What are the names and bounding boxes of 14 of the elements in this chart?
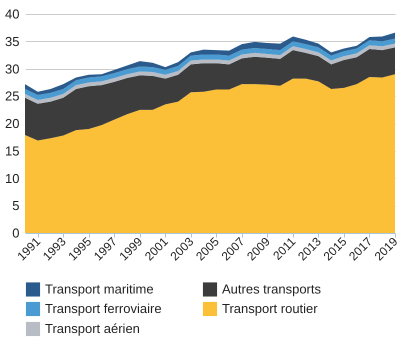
y-tick-label: 40 [5, 6, 20, 22]
legend-label: Transport routier [222, 301, 318, 316]
y-tick-label: 15 [5, 143, 20, 158]
y-tick-label: 10 [5, 170, 20, 186]
legend-label: Transport aérien [45, 321, 140, 336]
y-tick-label: 30 [5, 61, 20, 76]
legend-label: Transport ferroviaire [45, 301, 162, 316]
y-tick-label: 20 [5, 116, 20, 131]
legend-label: Autres transports [222, 281, 322, 296]
y-tick-label: 0 [12, 226, 20, 240]
y-tick-label: 25 [5, 88, 20, 104]
y-tick-label: 5 [12, 198, 20, 214]
legend-label: Transport maritime [45, 281, 154, 296]
y-tick-label: 35 [5, 34, 20, 49]
